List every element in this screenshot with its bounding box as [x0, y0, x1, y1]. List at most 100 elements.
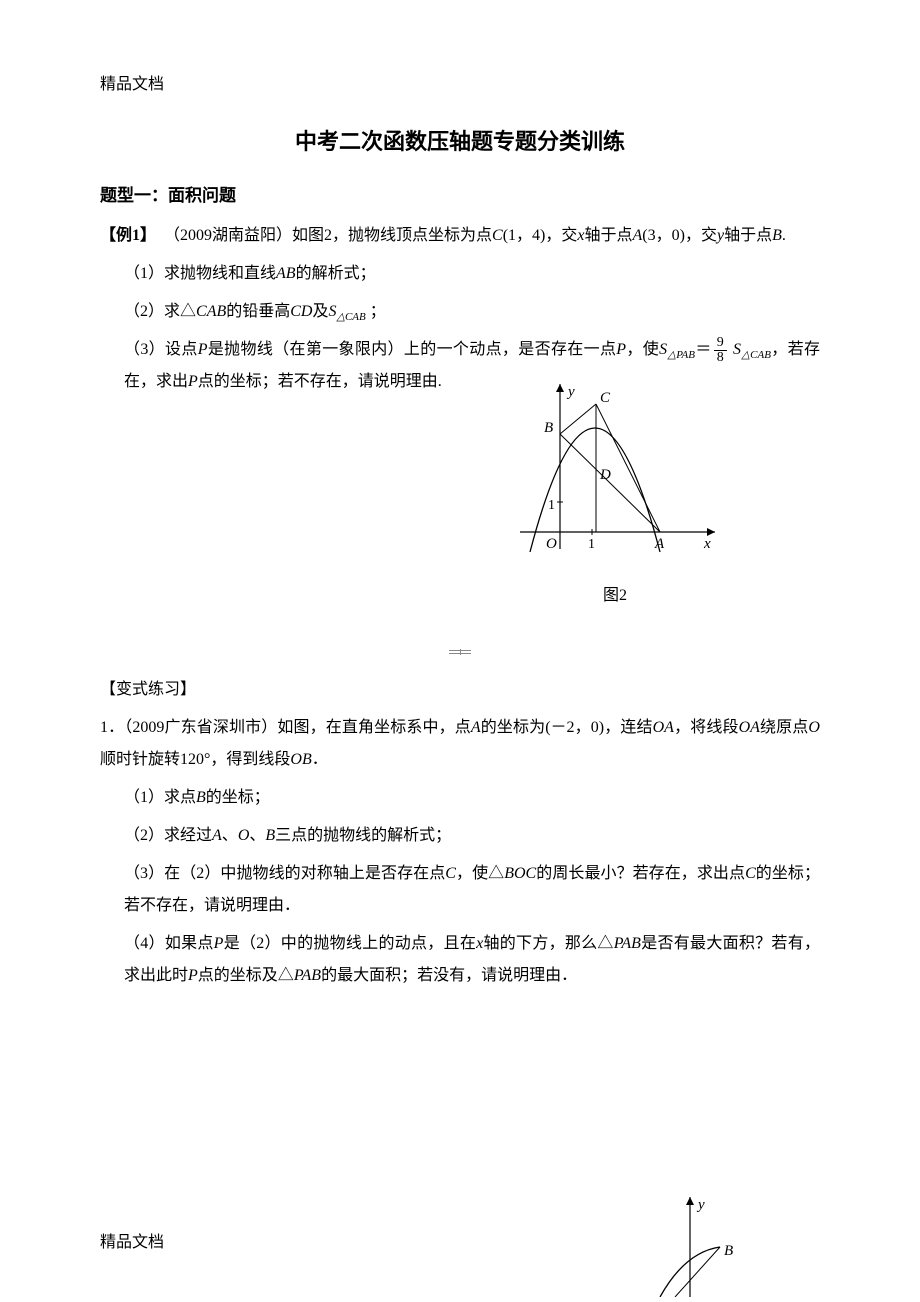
page-title: 中考二次函数压轴题专题分类训练 [100, 124, 820, 156]
text: 的铅垂高 [226, 303, 290, 320]
tri-pab: PAB [294, 967, 321, 984]
label-c: C [600, 390, 611, 406]
segment-oa: OA [739, 719, 760, 736]
point-o: O [238, 827, 250, 844]
parabola-diagram: y C B D 1 O 1 A x [500, 374, 730, 574]
y-arrow-icon [556, 384, 564, 392]
figure-2: y C B D 1 O 1 A x 图2 [500, 374, 730, 605]
label-1y: 1 [548, 498, 555, 513]
text: (3，0)，交 [642, 227, 717, 244]
example-label: 【例1】 [100, 227, 156, 244]
text: （2009湖南益阳）如图2，抛物线顶点坐标为点 [164, 227, 492, 244]
figure-container: y C B D 1 O 1 A x 图2 [100, 374, 820, 614]
parabola-curve [530, 428, 660, 552]
text: 及 [312, 303, 328, 320]
area-s: S [659, 341, 667, 358]
segment-oa: OA [653, 719, 674, 736]
label-1x: 1 [588, 537, 595, 552]
label-y: y [566, 384, 575, 400]
numerator: 9 [714, 336, 727, 351]
point-a: A [212, 827, 222, 844]
line-bc [560, 404, 596, 434]
text: 点的坐标及△ [198, 967, 294, 984]
point-a: A [471, 719, 481, 736]
text: 的最大面积；若没有，请说明理由． [321, 967, 577, 984]
text: ，使△ [456, 865, 504, 882]
section-heading: 题型一：面积问题 [100, 181, 820, 206]
text: 的解析式； [296, 265, 376, 282]
text: 的坐标为(－2，0)，连结 [481, 719, 653, 736]
text: （4）如果点 [124, 935, 214, 952]
sub-pab: △PAB [667, 349, 695, 361]
point-p: P [188, 967, 198, 984]
text: 的周长最小？若存在，求出点 [536, 865, 745, 882]
text: . [782, 227, 786, 244]
insertion-caret-icon [449, 650, 471, 654]
point-b: B [772, 227, 782, 244]
footer-label: 精品文档 [100, 1228, 164, 1252]
text: （1）求抛物线和直线 [124, 265, 276, 282]
fraction: 98 [714, 336, 727, 365]
segment-cd: CD [290, 303, 312, 320]
question-1: （1）求抛物线和直线AB的解析式； [100, 258, 820, 290]
text: （3）设点 [124, 341, 198, 358]
tri-pab: PAB [614, 935, 641, 952]
text: 1．（2009广东省深圳市）如图，在直角坐标系中，点 [100, 719, 471, 736]
text: 三点的抛物线的解析式； [275, 827, 451, 844]
x-arrow-icon [707, 528, 715, 536]
label-d: D [599, 467, 611, 483]
text: 、 [222, 827, 238, 844]
y-arrow-icon [686, 1197, 694, 1205]
text: 轴于点 [584, 227, 632, 244]
line-ba [560, 434, 660, 532]
figure-caption: 图2 [500, 581, 730, 605]
label-b: B [724, 1243, 733, 1259]
point-c: C [445, 865, 456, 882]
variant-heading: 【变式练习】 [100, 674, 820, 706]
denominator: 8 [714, 351, 727, 365]
text: （2）求△ [124, 303, 196, 320]
text: 轴于点 [724, 227, 772, 244]
point-b: B [196, 789, 206, 806]
variant-q4: （4）如果点P是（2）中的抛物线上的动点，且在x轴的下方，那么△PAB是否有最大… [100, 928, 820, 992]
label-x: x [703, 536, 711, 552]
tri-boc: BOC [504, 865, 536, 882]
label-o: O [546, 536, 557, 552]
text: 轴的下方，那么△ [483, 935, 613, 952]
text: 是抛物线（在第一象限内）上的一个动点，是否存在一点 [207, 341, 616, 358]
sub-cab: △CAB [741, 349, 771, 361]
partial-figure: y B [630, 1187, 750, 1302]
text: ，将线段 [674, 719, 739, 736]
text: 的坐标； [206, 789, 270, 806]
sub-cab: △CAB [337, 311, 366, 323]
variant-q1: （1）求点B的坐标； [100, 782, 820, 814]
variant-q3: （3）在（2）中抛物线的对称轴上是否存在点C，使△BOC的周长最小？若存在，求出… [100, 858, 820, 922]
header-label: 精品文档 [100, 70, 820, 94]
point-c: C [492, 227, 503, 244]
text: 绕原点 [760, 719, 809, 736]
partial-diagram: y B [630, 1187, 750, 1297]
text: ． [312, 751, 328, 768]
segment-ab: AB [276, 265, 296, 282]
point-p: P [616, 341, 626, 358]
variant-q2: （2）求经过A、O、B三点的抛物线的解析式； [100, 820, 820, 852]
text: ＝ [695, 341, 712, 358]
text: 顺时针旋转120°，得到线段 [100, 751, 290, 768]
text: ； [366, 303, 386, 320]
text: 是（2）中的抛物线上的动点，且在 [223, 935, 476, 952]
point-c: C [745, 865, 756, 882]
point-p: P [214, 935, 224, 952]
example-intro: 【例1】 （2009湖南益阳）如图2，抛物线顶点坐标为点C(1，4)，交x轴于点… [100, 220, 820, 252]
tri-cab: CAB [196, 303, 226, 320]
text: （1）求点 [124, 789, 196, 806]
variant-1-intro: 1．（2009广东省深圳市）如图，在直角坐标系中，点A的坐标为(－2，0)，连结… [100, 712, 820, 776]
area-s: S [733, 341, 741, 358]
label-y: y [696, 1197, 705, 1213]
text: (1，4)，交 [503, 227, 578, 244]
text: ，使 [626, 341, 659, 358]
point-a: A [633, 227, 643, 244]
var-y: y [717, 227, 724, 244]
text: （3）在（2）中抛物线的对称轴上是否存在点 [124, 865, 445, 882]
text: 、 [249, 827, 265, 844]
point-b: B [265, 827, 275, 844]
